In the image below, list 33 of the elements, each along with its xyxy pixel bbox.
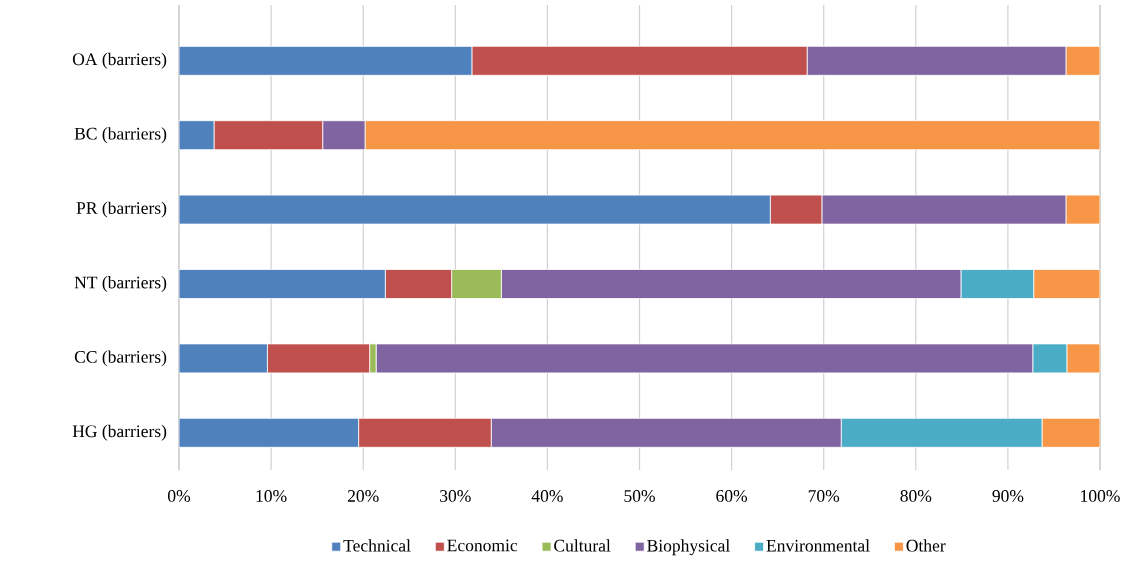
- bar: [364, 120, 1101, 151]
- x-tick-label: 90%: [992, 490, 1024, 502]
- legend-label: Technical: [343, 539, 411, 552]
- bar: [179, 194, 771, 225]
- legend-label: Environmental: [766, 539, 870, 552]
- x-tick-label: 60%: [716, 490, 748, 502]
- bar: [179, 45, 473, 76]
- x-tick-label: 50%: [624, 490, 655, 502]
- bar: [179, 269, 386, 299]
- x-tick-label: 70%: [808, 490, 840, 502]
- x-tick-label: 0%: [168, 490, 191, 502]
- y-tick-label: CC (barriers): [74, 350, 167, 367]
- bar: [179, 343, 268, 374]
- y-tick-label: BC (barriers): [74, 127, 167, 144]
- x-tick-label: 100%: [1081, 490, 1120, 502]
- legend-label: Economic: [447, 539, 518, 552]
- x-tick-label: 40%: [531, 490, 563, 502]
- x-tick-label: 20%: [347, 490, 379, 502]
- legend-label: Cultural: [554, 539, 611, 552]
- x-tick-label: 30%: [440, 490, 471, 502]
- bar: [179, 417, 359, 448]
- x-tick-label: 10%: [256, 490, 287, 502]
- legend-label: Other: [906, 539, 946, 552]
- y-tick-label: NT (barriers): [74, 276, 167, 292]
- bar: [1041, 417, 1101, 448]
- legend-label: Biophysical: [647, 539, 730, 556]
- bar: [1033, 269, 1101, 299]
- x-tick-label: 80%: [900, 490, 932, 502]
- y-tick-label: HG (barriers): [72, 424, 167, 441]
- bar: [179, 120, 215, 151]
- bar: [1065, 45, 1101, 76]
- y-tick-label: OA (barriers): [72, 52, 167, 69]
- y-tick-label: PR (barriers): [76, 201, 167, 218]
